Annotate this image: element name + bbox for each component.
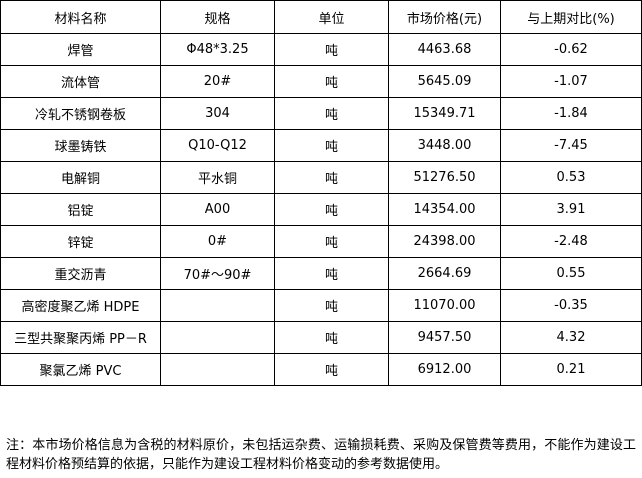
- name-cell: 铝锭: [0, 193, 161, 226]
- name-cell: 高密度聚乙烯 HDPE: [0, 289, 161, 322]
- spec-cell: Φ48*3.25: [160, 33, 275, 66]
- spec-cell: Q10-Q12: [160, 129, 275, 162]
- header-cell: 规格: [160, 0, 275, 34]
- change-cell: 0.55: [500, 257, 642, 290]
- price-cell: 2664.69: [388, 257, 501, 290]
- unit-cell: 吨: [274, 161, 389, 194]
- name-cell: 球墨铸铁: [0, 129, 161, 162]
- name-cell: 焊管: [0, 33, 161, 66]
- table-row: 高密度聚乙烯 HDPE 吨 11070.00 -0.35: [0, 289, 642, 322]
- unit-cell: 吨: [274, 129, 389, 162]
- price-table: 材料名称 规格 单位 市场价格(元) 与上期对比(%) 焊管 Φ48*3.25 吨 4463.6…: [0, 0, 642, 386]
- unit-cell: 吨: [274, 257, 389, 290]
- table-row: 电解铜 平水铜吨 51276.50 0.53: [0, 161, 642, 194]
- unit-cell: 吨: [274, 353, 389, 386]
- price-cell: 4463.68: [388, 33, 501, 66]
- price-cell: 3448.00: [388, 129, 501, 162]
- spec-cell: 平水铜: [160, 161, 275, 194]
- change-cell: 3.91: [500, 193, 642, 226]
- price-cell: 14354.00: [388, 193, 501, 226]
- spec-cell: [160, 321, 275, 354]
- header-cell: 单位: [274, 0, 389, 34]
- spec-cell: [160, 289, 275, 322]
- spec-cell: A00: [160, 193, 275, 226]
- table-row: 聚氯乙烯 PVC 吨 6912.00 0.21: [0, 353, 642, 386]
- price-cell: 5645.09: [388, 65, 501, 98]
- spec-cell: 304: [160, 97, 275, 130]
- table-row: 铝锭 A00 吨 14354.00 3.91: [0, 193, 642, 226]
- spec-cell: 70#～90#: [160, 257, 275, 290]
- spec-cell: [160, 353, 275, 386]
- name-cell: 重交沥青: [0, 257, 161, 290]
- table-row: 流体管 20# 吨 5645.09 -1.07: [0, 65, 642, 98]
- unit-cell: 吨: [274, 289, 389, 322]
- price-cell: 9457.50: [388, 321, 501, 354]
- unit-cell: 吨: [274, 33, 389, 66]
- table-body: 材料名称 规格 单位 市场价格(元) 与上期对比(%) 焊管 Φ48*3.25 吨 4463.6…: [0, 0, 642, 386]
- name-cell: 冷轧不锈钢卷板: [0, 97, 161, 130]
- change-cell: -7.45: [500, 129, 642, 162]
- price-cell: 6912.00: [388, 353, 501, 386]
- name-cell: 聚氯乙烯 PVC: [0, 353, 161, 386]
- change-cell: 0.53: [500, 161, 642, 194]
- name-cell: 流体管: [0, 65, 161, 98]
- header-row: 材料名称 规格 单位 市场价格(元) 与上期对比(%): [0, 0, 642, 34]
- table-row: 重交沥青 70#～90# 吨 2664.69 0.55: [0, 257, 642, 290]
- header-cell: 与上期对比(%): [500, 0, 642, 34]
- name-cell: 电解铜: [0, 161, 161, 194]
- change-cell: -1.84: [500, 97, 642, 130]
- unit-cell: 吨: [274, 97, 389, 130]
- unit-cell: 吨: [274, 225, 389, 258]
- spec-cell: 20#: [160, 65, 275, 98]
- table-row: 冷轧不锈钢卷板 304 吨 15349.71 -1.84: [0, 97, 642, 130]
- change-cell: -0.62: [500, 33, 642, 66]
- unit-cell: 吨: [274, 193, 389, 226]
- unit-cell: 吨: [274, 321, 389, 354]
- name-cell: 三型共聚聚丙烯 PP－R: [0, 321, 161, 354]
- price-cell: 51276.50: [388, 161, 501, 194]
- name-cell: 锌锭: [0, 225, 161, 258]
- change-cell: -1.07: [500, 65, 642, 98]
- change-cell: -2.48: [500, 225, 642, 258]
- header-cell: 市场价格(元): [388, 0, 501, 34]
- unit-cell: 吨: [274, 65, 389, 98]
- table-row: 锌锭 0# 吨 24398.00 -2.48: [0, 225, 642, 258]
- spec-cell: 0#: [160, 225, 275, 258]
- change-cell: 0.21: [500, 353, 642, 386]
- price-cell: 11070.00: [388, 289, 501, 322]
- table-row: 三型共聚聚丙烯 PP－R 吨 9457.50 4.32: [0, 321, 642, 354]
- table-row: 球墨铸铁 Q10-Q12 吨 3448.00 -7.45: [0, 129, 642, 162]
- table-row: 焊管 Φ48*3.25 吨 4463.68 -0.62: [0, 33, 642, 66]
- price-cell: 24398.00: [388, 225, 501, 258]
- change-cell: -0.35: [500, 289, 642, 322]
- price-cell: 15349.71: [388, 97, 501, 130]
- note: 注：本市场价格信息为含税的材料原价，未包括运杂费、运输损耗费、采购及保管费等费用…: [6, 438, 636, 472]
- header-cell: 材料名称: [0, 0, 161, 34]
- change-cell: 4.32: [500, 321, 642, 354]
